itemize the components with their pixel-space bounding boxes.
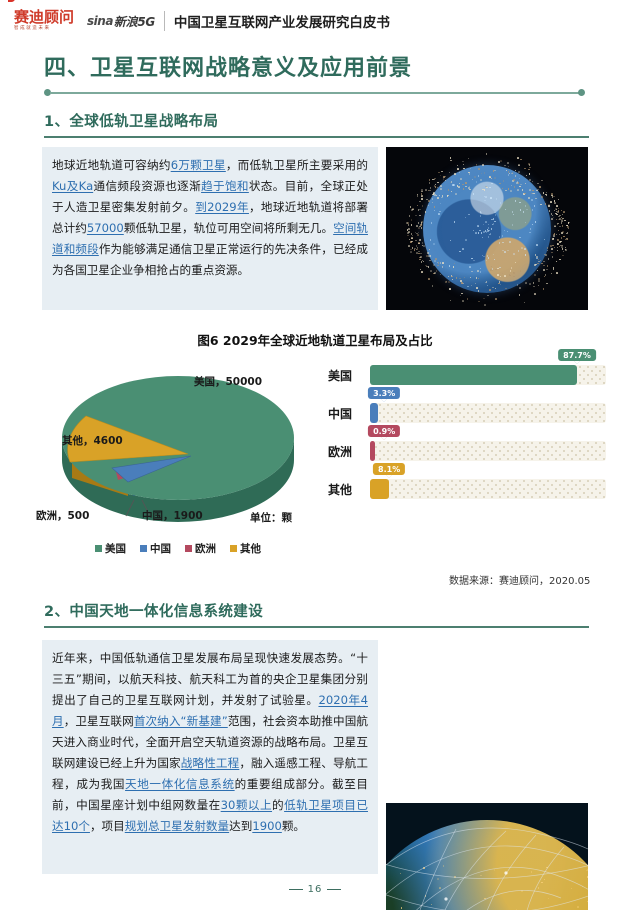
section-2-paragraph: 近年来，中国低轨通信卫星发展布局呈现快速发展态势。“十三五”期间，以航天科技、航… [52,648,368,837]
legend-label: 美国 [105,541,126,556]
chapter-rule [44,88,585,98]
bar-track: 8.1% [370,479,606,499]
page-number-text: 16 [308,884,323,895]
satellite-dots [386,147,588,310]
highlighted-term: 首次纳入“新基建” [134,714,228,728]
paragraph-text: 颗。 [282,819,305,833]
sina-logo-en: sina [85,14,113,28]
document-title: 中国卫星互联网产业发展研究白皮书 [174,11,390,31]
section-1-paragraph: 地球近地轨道可容纳约6万颗卫星，而低轨卫星所主要采用的 Ku及Ka通信频段资源也逐… [52,155,368,281]
pie-label-other: 其他，4600 [62,435,123,448]
paragraph-text: ，卫星互联网 [64,714,134,728]
document-page: 赛迪顾问 智成就造未来 sina 新浪5G 中国卫星互联网产业发展研究白皮书 四… [0,0,630,910]
bar-category-label: 其他 [328,481,370,498]
paragraph-text: 通信频段资源也逐渐 [93,179,201,193]
highlighted-term: 规划总卫星发射数量 [125,819,229,833]
saidi-logo: 赛迪顾问 智成就造未来 [14,10,74,32]
section-1-text-panel: 地球近地轨道可容纳约6万颗卫星，而低轨卫星所主要采用的 Ku及Ka通信频段资源也逐… [42,147,378,310]
bar-fill [370,479,389,499]
highlighted-term: 到2029年 [195,200,249,214]
pie-label-usa: 美国，50000 [194,376,262,389]
saidi-logo-text: 赛迪顾问 [14,10,74,25]
figure-caption: 图6 2029年全球近地轨道卫星布局及占比 [0,330,630,349]
legend-item: 中国 [140,541,171,556]
page-number: 16 [0,884,630,895]
legend-item: 美国 [95,541,126,556]
section-2-underline [44,626,589,628]
bar-chart: 美国 87.7% 中国 3.3% 欧洲 0.9% 其他 8.1% [328,356,606,528]
bar-value-callout: 0.9% [368,425,400,437]
pie-label-europe: 欧洲，500 [36,510,89,523]
callout-tail [381,437,387,440]
sina-logo-cn: 新浪5G [114,13,155,30]
callout-tail [574,361,580,364]
page-dash-right [327,889,341,890]
bar-fill [370,365,577,385]
highlighted-term: 30颗以上 [221,798,272,812]
pie-chart-legend: 美国 中国 欧洲 其他 [38,541,318,556]
section-2-heading: 2、中国天地一体化信息系统建设 [44,600,589,628]
paragraph-text: 作为能够满足通信卫星正常运行的先决条件，已经成为各国卫星企业争相抢占的重点资源。 [52,242,368,277]
highlighted-term: 战略性工程 [181,756,240,770]
sina-eye-icon [8,0,15,2]
paragraph-text: 达到 [229,819,252,833]
bar-row: 欧洲 0.9% [328,432,606,470]
legend-swatch [140,545,147,552]
bar-fill [370,403,378,423]
highlighted-term: 趋于饱和 [201,179,249,193]
pie-label-china: 中国，1900 [142,510,203,523]
legend-item: 其他 [230,541,261,556]
bar-category-label: 中国 [328,405,370,422]
bar-fill [370,441,375,461]
page-dash-left [289,889,303,890]
bar-value-callout: 8.1% [373,463,405,475]
highlighted-term: 6万颗卫星 [171,158,226,172]
section-2-title: 2、中国天地一体化信息系统建设 [44,600,589,621]
sina-logo: sina 新浪5G [85,13,155,30]
header-divider [164,11,165,31]
bar-value-callout: 3.3% [368,387,400,399]
legend-swatch [230,545,237,552]
bar-track: 3.3% [370,403,606,423]
bar-track: 0.9% [370,441,606,461]
callout-tail [386,475,392,478]
legend-item: 欧洲 [185,541,216,556]
paragraph-text: ，项目 [90,819,125,833]
legend-label: 欧洲 [195,541,216,556]
section-1-heading: 1、全球低轨卫星战略布局 [44,110,589,138]
bar-track: 87.7% [370,365,606,385]
callout-tail [381,399,387,402]
brand-logos: 赛迪顾问 智成就造未来 sina 新浪5G [14,10,155,32]
data-source-note: 数据来源：赛迪顾问，2020.05 [449,572,590,587]
bar-row: 其他 8.1% [328,470,606,508]
highlighted-term: 57000 [87,221,124,235]
pie-chart: 美国，50000 其他，4600 欧洲，500 中国，1900 单位：颗 美国 中… [38,352,318,552]
legend-label: 其他 [240,541,261,556]
paragraph-text: 地球近地轨道可容纳约 [52,158,171,172]
highlighted-term: 天地一体化信息系统 [125,777,235,791]
pie-unit-label: 单位：颗 [250,510,292,525]
rule-dot-right [578,89,585,96]
chapter-title: 四、卫星互联网战略意义及应用前景 [44,50,589,82]
earth-satellite-constellation-photo [386,147,588,310]
paragraph-text: 颗低轨卫星，轨位可用空间将所剩无几。 [124,221,333,235]
paragraph-text: ，而低轨卫星所主要采用的 [226,158,368,172]
bar-value-callout: 87.7% [558,349,596,361]
section-1-underline [44,136,589,138]
section-2-text-panel: 近年来，中国低轨通信卫星发展布局呈现快速发展态势。“十三五”期间，以航天科技、航… [42,640,378,874]
bar-category-label: 欧洲 [328,443,370,460]
legend-label: 中国 [150,541,171,556]
page-header: 赛迪顾问 智成就造未来 sina 新浪5G 中国卫星互联网产业发展研究白皮书 [0,0,630,42]
rule-line [50,92,579,94]
legend-swatch [95,545,102,552]
bar-category-label: 美国 [328,367,370,384]
chapter-heading: 四、卫星互联网战略意义及应用前景 [44,50,589,82]
highlighted-term: Ku及Ka [52,179,93,193]
saidi-logo-subtext: 智成就造未来 [14,27,51,32]
legend-swatch [185,545,192,552]
paragraph-text: 的 [272,798,284,812]
section-1-title: 1、全球低轨卫星战略布局 [44,110,589,131]
highlighted-term: 1900 [252,819,282,833]
